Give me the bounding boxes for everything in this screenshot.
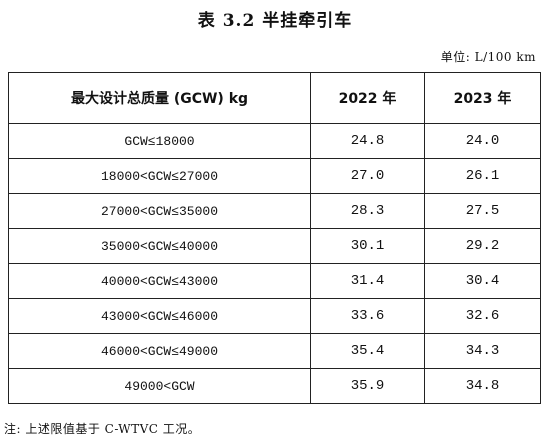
table-body: GCW≤18000 24.8 24.0 18000<GCW≤27000 27.0… xyxy=(8,123,541,404)
table-row: 35000<GCW≤40000 30.1 29.2 xyxy=(8,228,541,264)
cell-2022: 30.1 xyxy=(310,228,425,264)
cell-range: 27000<GCW≤35000 xyxy=(8,193,311,229)
table-title: 表 3.2 半挂牵引车 xyxy=(197,11,353,31)
header-2022: 2022 年 xyxy=(310,72,425,124)
cell-2023: 30.4 xyxy=(424,263,541,299)
cell-2022: 31.4 xyxy=(310,263,425,299)
table-row: 49000<GCW 35.9 34.8 xyxy=(8,368,541,404)
header-gcw: 最大设计总质量 (GCW) kg xyxy=(8,72,311,124)
footnote: 注: 上述限值基于 C-WTVC 工况。 xyxy=(4,422,201,436)
cell-2022: 35.9 xyxy=(310,368,425,404)
cell-2022: 24.8 xyxy=(310,123,425,159)
table-row: 43000<GCW≤46000 33.6 32.6 xyxy=(8,298,541,334)
table-row: 27000<GCW≤35000 28.3 27.5 xyxy=(8,193,541,229)
cell-range: 40000<GCW≤43000 xyxy=(8,263,311,299)
table-row: 46000<GCW≤49000 35.4 34.3 xyxy=(8,333,541,369)
cell-2023: 26.1 xyxy=(424,158,541,194)
unit-label: 单位: L/100 km xyxy=(440,50,536,64)
table-row: 40000<GCW≤43000 31.4 30.4 xyxy=(8,263,541,299)
cell-range: 49000<GCW xyxy=(8,368,311,404)
cell-2022: 27.0 xyxy=(310,158,425,194)
cell-2022: 35.4 xyxy=(310,333,425,369)
table-header: 最大设计总质量 (GCW) kg 2022 年 2023 年 xyxy=(8,72,541,124)
cell-2023: 27.5 xyxy=(424,193,541,229)
table-row: 18000<GCW≤27000 27.0 26.1 xyxy=(8,158,541,194)
header-2023: 2023 年 xyxy=(424,72,541,124)
cell-2023: 29.2 xyxy=(424,228,541,264)
cell-2023: 32.6 xyxy=(424,298,541,334)
cell-2022: 33.6 xyxy=(310,298,425,334)
header-row: 最大设计总质量 (GCW) kg 2022 年 2023 年 xyxy=(8,72,541,124)
cell-2023: 34.3 xyxy=(424,333,541,369)
cell-range: 46000<GCW≤49000 xyxy=(8,333,311,369)
cell-range: 43000<GCW≤46000 xyxy=(8,298,311,334)
fuel-limit-table: 最大设计总质量 (GCW) kg 2022 年 2023 年 GCW≤18000… xyxy=(8,72,541,404)
table-row: GCW≤18000 24.8 24.0 xyxy=(8,123,541,159)
cell-2023: 24.0 xyxy=(424,123,541,159)
cell-range: 18000<GCW≤27000 xyxy=(8,158,311,194)
cell-2023: 34.8 xyxy=(424,368,541,404)
cell-range: 35000<GCW≤40000 xyxy=(8,228,311,264)
cell-range: GCW≤18000 xyxy=(8,123,311,159)
cell-2022: 28.3 xyxy=(310,193,425,229)
